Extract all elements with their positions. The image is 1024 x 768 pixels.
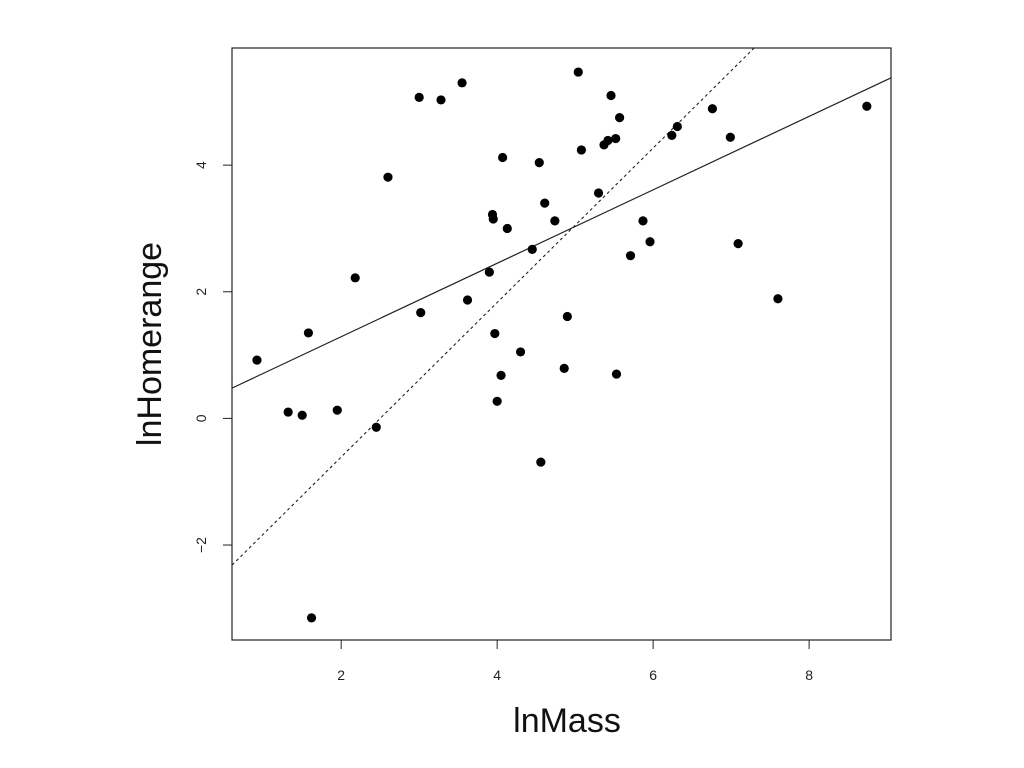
solid-fit-line bbox=[232, 77, 891, 389]
data-point bbox=[707, 104, 718, 114]
y-tick-label: 4 bbox=[193, 161, 209, 169]
regression-lines bbox=[232, 48, 891, 566]
data-point bbox=[498, 152, 508, 163]
data-point bbox=[540, 198, 550, 208]
data-point bbox=[416, 308, 426, 318]
x-tick-label: 2 bbox=[337, 667, 345, 683]
data-point bbox=[576, 145, 586, 155]
data-point bbox=[611, 133, 621, 144]
data-points bbox=[252, 67, 872, 623]
data-point bbox=[725, 132, 735, 142]
y-axis-title: lnHomerange bbox=[131, 242, 169, 446]
x-axis: 2 4 6 8 bbox=[337, 640, 813, 683]
data-point bbox=[502, 223, 512, 234]
y-tick-label: 0 bbox=[193, 414, 209, 422]
data-point bbox=[488, 214, 498, 224]
data-point bbox=[625, 251, 636, 261]
data-point bbox=[638, 216, 648, 226]
data-point bbox=[414, 92, 424, 102]
data-point bbox=[603, 135, 613, 146]
data-point bbox=[615, 113, 625, 123]
data-point bbox=[593, 188, 604, 198]
data-point bbox=[611, 369, 622, 379]
data-point bbox=[492, 396, 502, 406]
data-point bbox=[350, 273, 360, 283]
data-point bbox=[496, 370, 506, 380]
plot-frame bbox=[231, 47, 892, 641]
data-point bbox=[645, 237, 655, 247]
x-tick-label: 4 bbox=[493, 667, 501, 683]
data-point bbox=[672, 121, 682, 132]
data-point bbox=[462, 295, 473, 305]
x-tick-label: 8 bbox=[805, 667, 813, 683]
data-point bbox=[536, 457, 546, 467]
data-point bbox=[606, 90, 616, 101]
data-point bbox=[371, 422, 381, 432]
data-point bbox=[252, 355, 262, 365]
data-point bbox=[534, 158, 544, 168]
data-point bbox=[550, 216, 560, 226]
data-point bbox=[303, 328, 314, 338]
y-axis: −2 0 2 4 bbox=[193, 161, 232, 553]
y-tick-label: 2 bbox=[193, 288, 209, 296]
data-point bbox=[457, 78, 467, 88]
dashed-fit-line bbox=[232, 48, 755, 566]
data-point bbox=[527, 244, 537, 254]
data-point bbox=[773, 294, 783, 304]
data-point bbox=[515, 347, 526, 357]
data-point bbox=[383, 172, 393, 182]
data-point bbox=[490, 328, 500, 339]
data-point bbox=[297, 410, 307, 420]
data-point bbox=[733, 239, 743, 249]
data-point bbox=[667, 130, 677, 140]
data-point bbox=[562, 311, 572, 322]
data-point bbox=[436, 95, 446, 105]
x-tick-label: 6 bbox=[649, 667, 657, 683]
data-point bbox=[484, 267, 494, 277]
data-point bbox=[332, 405, 342, 415]
data-point bbox=[559, 363, 569, 373]
y-tick-label: −2 bbox=[193, 537, 209, 553]
data-point bbox=[573, 67, 583, 77]
data-point bbox=[306, 613, 317, 623]
data-point bbox=[283, 407, 293, 417]
x-axis-title: lnMass bbox=[513, 702, 621, 740]
data-point bbox=[862, 101, 872, 111]
